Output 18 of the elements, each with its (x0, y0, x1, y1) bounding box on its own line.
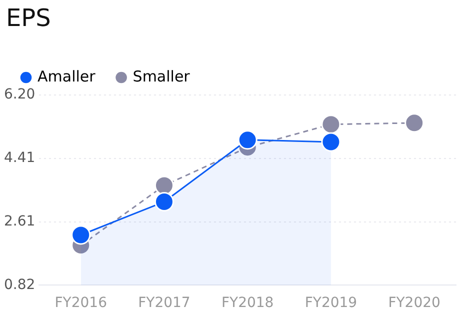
legend-label: Smaller (132, 67, 191, 86)
x-tick-label: FY2018 (221, 295, 274, 312)
point (154, 192, 174, 212)
chart-title: EPS (6, 4, 51, 32)
x-tick-label: FY2019 (304, 295, 358, 312)
point (71, 225, 91, 245)
x-tick-label: FY2016 (54, 295, 108, 312)
x-tick-label: FY2017 (138, 295, 190, 312)
point (321, 132, 341, 152)
point (238, 130, 258, 150)
y-tick-label: 0.82 (4, 276, 36, 293)
legend-label: Amaller (38, 67, 96, 86)
point (321, 114, 341, 134)
x-tick-label: FY2020 (388, 295, 440, 312)
y-tick-label: 6.20 (4, 86, 36, 103)
y-tick-label: 2.61 (4, 214, 36, 230)
point (404, 113, 424, 133)
y-tick-label: 4.41 (4, 150, 36, 166)
